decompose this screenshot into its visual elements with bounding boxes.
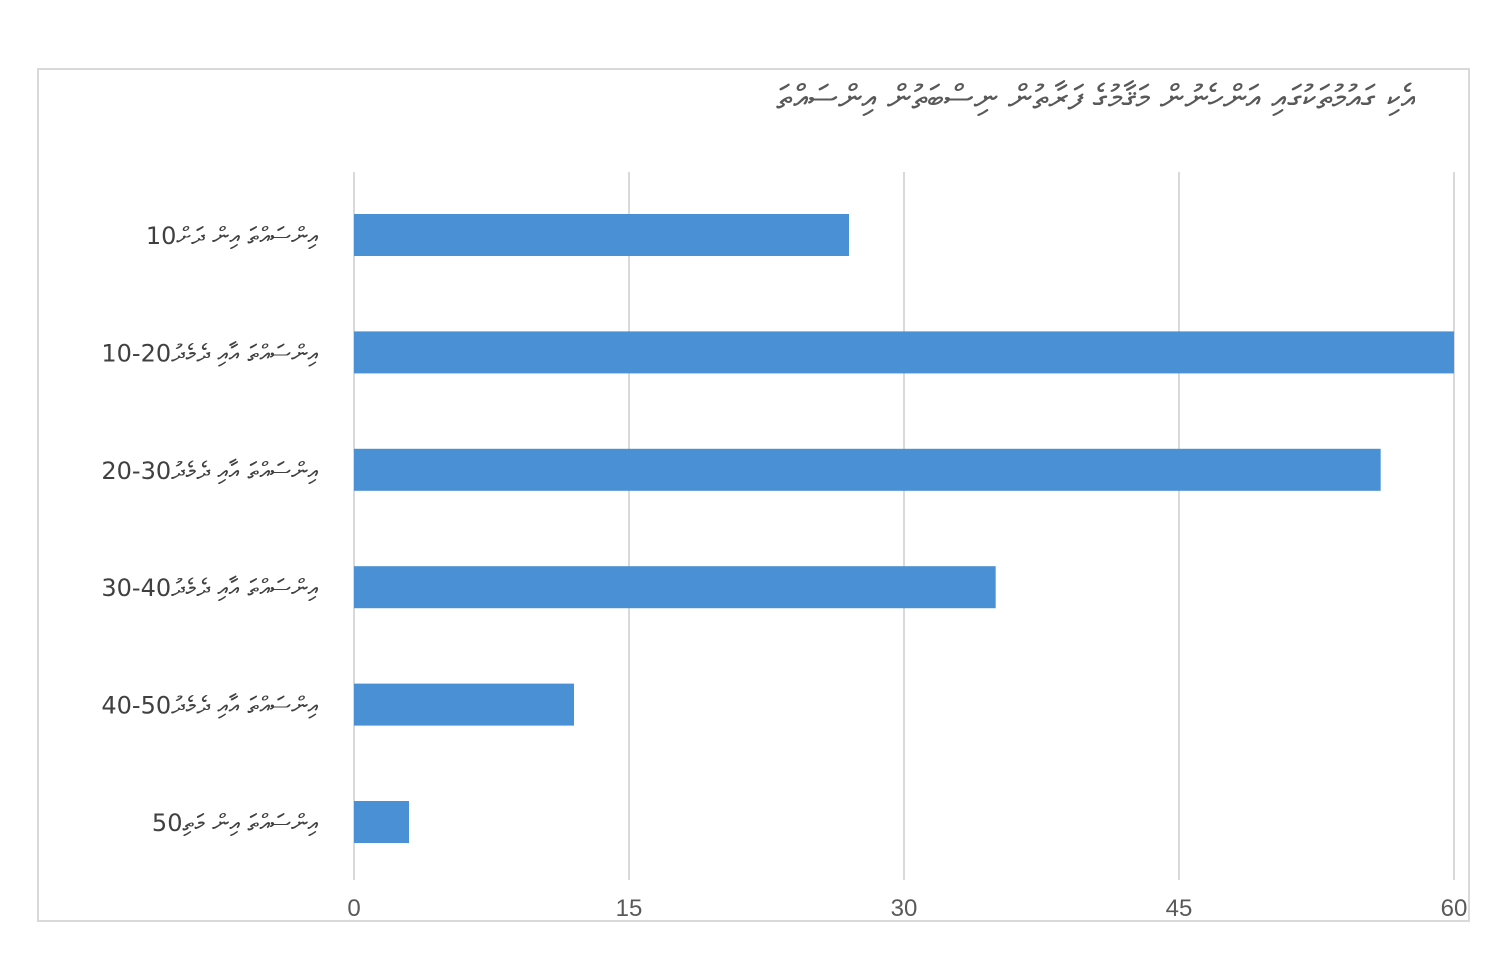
x-tick-label: 45 [1166,895,1193,922]
category-label: 30-40އިންސައްތަ އާއި ދެމެދު [101,574,318,602]
bar [354,566,996,609]
category-label: 20-30އިންސައްތަ އާއި ދެމެދު [101,457,318,485]
x-tick-label: 30 [891,895,918,922]
x-tick-label: 60 [1441,895,1468,922]
bar [354,331,1454,374]
bars [354,214,1454,843]
chart-title: އެކި ގައުމުތަކުގައި އަންހެނުން މަޤާމުގެ … [776,78,1415,118]
x-tick-label: 0 [347,895,360,922]
bar [354,214,849,256]
category-label: 10އިންސައްތަ އިން ދަށް [146,222,319,250]
bar [354,801,409,843]
x-tick-label: 15 [616,895,643,922]
category-label: 10-20އިންސައްތަ އާއި ދެމެދު [101,339,318,367]
bar [354,448,1381,491]
category-label: 40-50އިންސައްތަ އާއި ދެމެދު [101,692,318,720]
x-axis-tick-labels: 0 15 30 45 60 [347,895,1467,922]
category-label: 50އިންސައްތަ އިން މަތި [152,809,319,837]
bar [354,683,574,726]
grid-lines [353,172,1455,880]
category-labels: 10އިންސައްތަ އިން ދަށް 10-20އިންސައްތަ އާ… [101,222,318,837]
chart-frame [37,68,1470,922]
